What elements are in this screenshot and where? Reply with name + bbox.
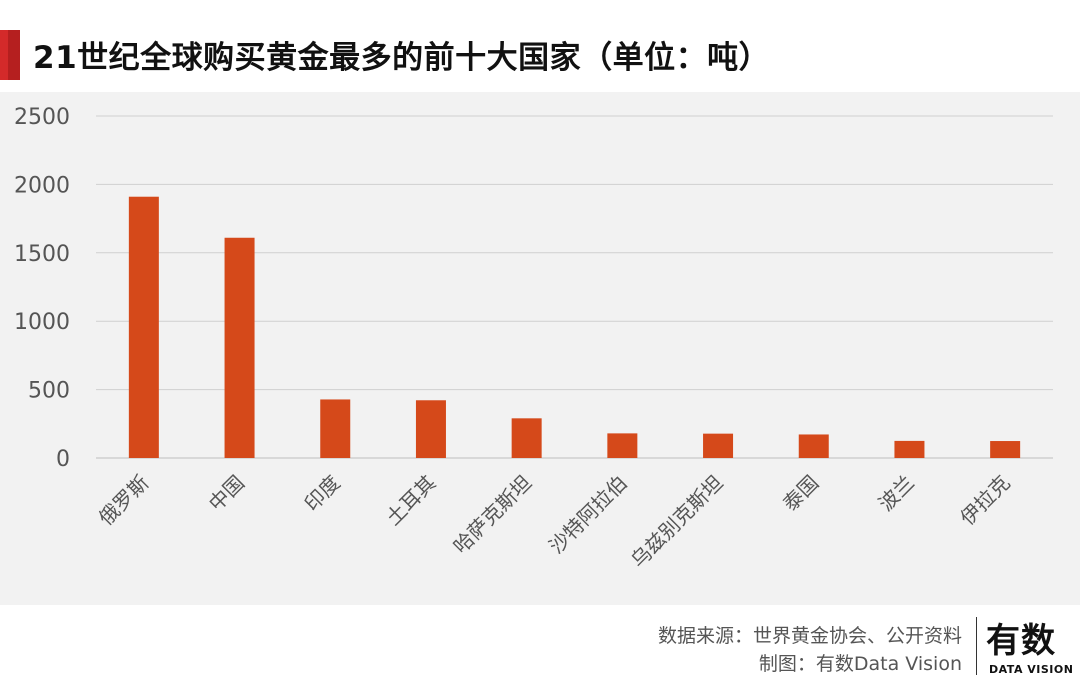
x-tick-label: 哈萨克斯坦 [449, 471, 537, 559]
bar [703, 433, 734, 458]
x-tick-label: 俄罗斯 [94, 471, 153, 530]
bar [224, 237, 255, 458]
chart-title: 21世纪全球购买黄金最多的前十大国家（单位：吨） [33, 40, 771, 76]
y-tick-label: 1500 [14, 242, 70, 267]
accent-fold [8, 30, 20, 80]
bar [415, 400, 446, 458]
x-tick-label: 沙特阿拉伯 [544, 471, 632, 559]
y-tick-label: 500 [28, 379, 70, 404]
bar [320, 399, 351, 458]
brand-logo: 有数 DATA VISION [986, 613, 1076, 683]
y-tick-label: 2500 [14, 105, 70, 130]
bars [128, 196, 1021, 458]
y-tick-label: 1000 [14, 310, 70, 335]
bar [128, 196, 159, 458]
y-tick-label: 0 [56, 447, 70, 472]
x-tick-label: 泰国 [778, 471, 823, 516]
brand-name: 有数 [986, 621, 1056, 661]
x-tick-label: 乌兹别克斯坦 [626, 471, 728, 573]
title-bar: 21世纪全球购买黄金最多的前十大国家（单位：吨） [0, 22, 1080, 82]
brand-divider [976, 617, 977, 675]
bar [798, 434, 829, 458]
footer: 数据来源：世界黄金协会、公开资料 制图：有数Data Vision 有数 DAT… [0, 605, 1080, 694]
x-tick-label: 伊拉克 [955, 471, 1014, 530]
plot-area: 0 500 1000 1500 2000 2500 俄罗斯 中国 印度 土耳其 哈萨克斯坦 沙特阿拉… [0, 92, 1080, 605]
bar [511, 418, 542, 458]
gridlines [96, 115, 1053, 459]
title-accent-icon [0, 30, 20, 80]
bar [894, 440, 925, 458]
y-axis-ticks: 0 500 1000 1500 2000 2500 [14, 105, 70, 472]
x-tick-label: 印度 [300, 471, 345, 516]
bar-chart: 0 500 1000 1500 2000 2500 俄罗斯 中国 印度 土耳其 哈萨克斯坦 沙特阿拉… [14, 105, 1053, 573]
bar [607, 433, 638, 458]
brand-subtitle: DATA VISION [989, 663, 1074, 676]
y-tick-label: 2000 [14, 173, 70, 198]
x-tick-label: 土耳其 [381, 471, 440, 530]
x-tick-label: 波兰 [874, 471, 919, 516]
bar [990, 441, 1021, 458]
x-tick-label: 中国 [204, 471, 249, 516]
chart-credit: 制图：有数Data Vision [758, 653, 962, 675]
data-source: 数据来源：世界黄金协会、公开资料 [657, 625, 962, 647]
